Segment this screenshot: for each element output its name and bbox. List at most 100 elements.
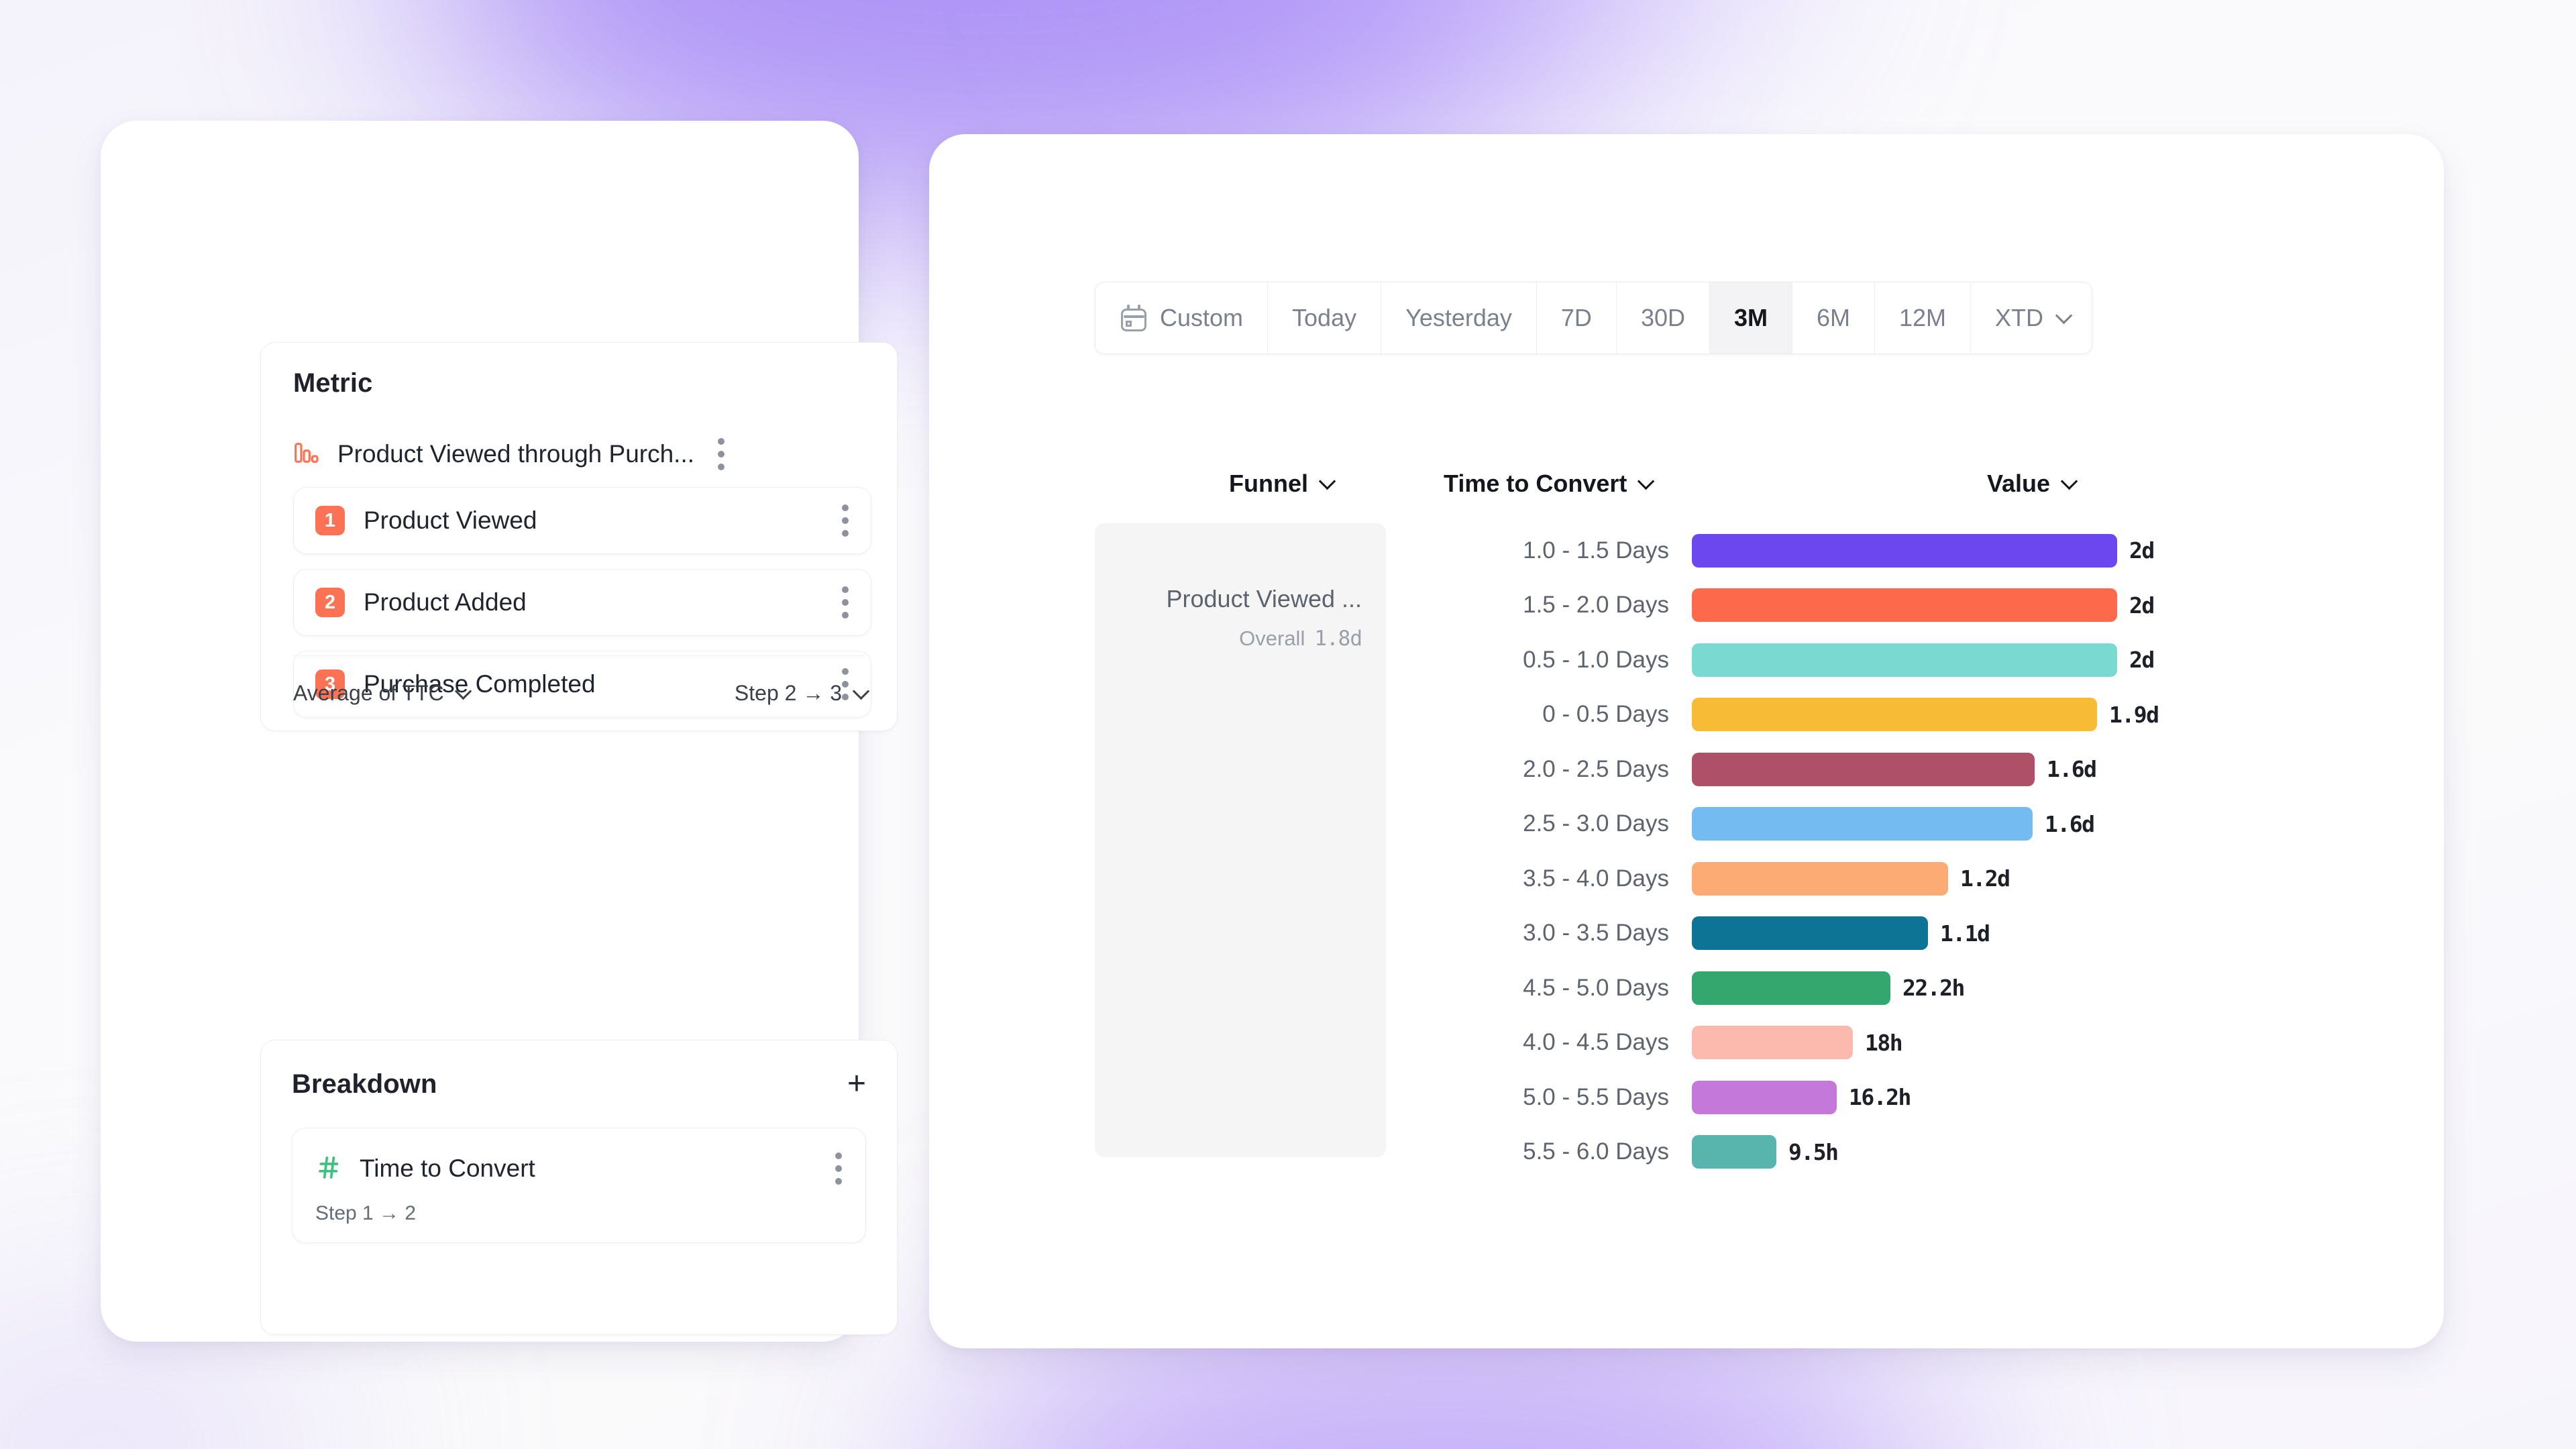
- range-option-yesterday[interactable]: Yesterday: [1381, 282, 1537, 354]
- aggregation-select[interactable]: Average of TTC: [293, 681, 472, 706]
- range-option-3m[interactable]: 3M: [1709, 282, 1792, 354]
- funnel-summary-overall: Overall 1.8d: [1095, 627, 1386, 651]
- bar-row[interactable]: 0.5 - 1.0 Days 2d: [1476, 633, 2435, 688]
- bar-value-label: 2d: [2129, 647, 2155, 674]
- step-label: Purchase Completed: [364, 670, 596, 698]
- funnel-step-row[interactable]: 3 Purchase Completed: [293, 651, 871, 718]
- chevron-down-icon: [1638, 472, 1655, 490]
- bar-fill: [1692, 643, 2117, 677]
- breakdown-title: Breakdown: [292, 1069, 437, 1099]
- range-option-today[interactable]: Today: [1268, 282, 1382, 354]
- bar-category-label: 3.5 - 4.0 Days: [1523, 865, 1669, 892]
- bar-track: 1.9d: [1692, 698, 2435, 732]
- range-option-label: 6M: [1817, 304, 1851, 331]
- bar-value-label: 1.1d: [1940, 920, 1990, 947]
- bar-category-label: 4.0 - 4.5 Days: [1523, 1029, 1669, 1056]
- bar-category-label: 5.5 - 6.0 Days: [1523, 1138, 1669, 1165]
- step-number-badge: 1: [315, 506, 345, 535]
- funnel-steps-list: 1 Product Viewed 2 Product Added 3 Purch…: [261, 487, 897, 718]
- bar-row[interactable]: 5.0 - 5.5 Days 16.2h: [1476, 1070, 2435, 1125]
- metric-kebab-menu-icon[interactable]: [712, 431, 731, 477]
- step-label: Product Viewed: [364, 506, 537, 534]
- column-header-value[interactable]: Value: [1987, 470, 2078, 498]
- bar-row[interactable]: 4.5 - 5.0 Days 22.2h: [1476, 961, 2435, 1016]
- bar-value-label: 9.5h: [1788, 1138, 1839, 1165]
- range-option-xtd[interactable]: XTD: [1971, 282, 2092, 354]
- bar-row[interactable]: 1.0 - 1.5 Days 2d: [1476, 523, 2435, 578]
- overall-label: Overall: [1239, 627, 1305, 650]
- funnel-step-row[interactable]: 1 Product Viewed: [293, 487, 871, 554]
- funnel-summary-name: Product Viewed ...: [1166, 585, 1362, 612]
- bar-track: 18h: [1692, 1026, 2435, 1060]
- overall-value: 1.8d: [1314, 627, 1362, 651]
- bar-row[interactable]: 2.5 - 3.0 Days 1.6d: [1476, 797, 2435, 852]
- metric-card-footer: Average of TTC Step 2 → 3: [293, 655, 870, 731]
- left-panel: Metric Product Viewed through Purch... 1…: [101, 121, 898, 1342]
- bar-row[interactable]: 0 - 0.5 Days 1.9d: [1476, 688, 2435, 743]
- bar-fill: [1692, 971, 1890, 1005]
- calendar-icon: [1120, 304, 1148, 332]
- bar-value-label: 18h: [1865, 1029, 1903, 1056]
- range-option-12m[interactable]: 12M: [1875, 282, 1972, 354]
- funnel-step-row[interactable]: 2 Product Added: [293, 569, 871, 636]
- bar-category-label: 1.0 - 1.5 Days: [1523, 537, 1669, 564]
- column-header-label: Value: [1987, 470, 2051, 497]
- bar-row[interactable]: 1.5 - 2.0 Days 2d: [1476, 578, 2435, 633]
- bar-fill: [1692, 1026, 1853, 1060]
- step-label: Product Added: [364, 588, 527, 616]
- range-option-30d[interactable]: 30D: [1617, 282, 1710, 354]
- bar-value-label: 16.2h: [1849, 1084, 1911, 1111]
- metric-card: Metric Product Viewed through Purch... 1…: [260, 342, 898, 731]
- bar-category-label: 1.5 - 2.0 Days: [1523, 592, 1669, 619]
- chevron-down-icon: [2060, 472, 2078, 490]
- metric-definition-row[interactable]: Product Viewed through Purch...: [261, 429, 897, 479]
- range-option-label: 3M: [1733, 304, 1768, 331]
- bar-value-label: 1.6d: [2047, 756, 2097, 783]
- range-option-label: 30D: [1640, 304, 1685, 331]
- bar-row[interactable]: 3.5 - 4.0 Days 1.2d: [1476, 851, 2435, 906]
- plus-icon[interactable]: +: [847, 1066, 866, 1102]
- range-option-7d[interactable]: 7D: [1537, 282, 1617, 354]
- breakdown-item-subtitle: Step 1 → 2: [315, 1202, 417, 1224]
- bar-value-label: 1.6d: [2045, 810, 2095, 837]
- range-option-custom[interactable]: Custom: [1095, 282, 1269, 354]
- bar-category-label: 0.5 - 1.0 Days: [1523, 646, 1669, 673]
- bar-track: 1.6d: [1692, 752, 2435, 786]
- range-option-6m[interactable]: 6M: [1792, 282, 1876, 354]
- step-kebab-menu-icon[interactable]: [836, 498, 855, 543]
- hash-icon: [315, 1154, 342, 1184]
- bar-row[interactable]: 5.5 - 6.0 Days 9.5h: [1476, 1125, 2435, 1180]
- bar-category-label: 2.0 - 2.5 Days: [1523, 755, 1669, 782]
- column-header-time-to-convert[interactable]: Time to Convert: [1444, 470, 1655, 498]
- metric-name: Product Viewed through Purch...: [337, 440, 695, 468]
- bar-track: 22.2h: [1692, 971, 2435, 1005]
- bar-value-label: 2d: [2129, 592, 2155, 619]
- column-header-label: Time to Convert: [1444, 470, 1627, 497]
- bar-value-label: 22.2h: [1902, 975, 1965, 1002]
- bar-track: 2d: [1692, 643, 2435, 677]
- bar-track: 1.1d: [1692, 916, 2435, 951]
- aggregation-label: Average of TTC: [293, 681, 444, 705]
- column-header-funnel[interactable]: Funnel: [1229, 470, 1336, 498]
- step-range-select[interactable]: Step 2 → 3: [734, 681, 870, 706]
- bar-fill: [1692, 861, 1948, 896]
- breakdown-item[interactable]: Time to Convert Step 1 → 2: [292, 1128, 866, 1243]
- bar-fill: [1692, 1080, 1837, 1114]
- bar-row[interactable]: 3.0 - 3.5 Days 1.1d: [1476, 906, 2435, 961]
- step-kebab-menu-icon[interactable]: [836, 580, 855, 625]
- step-kebab-menu-icon[interactable]: [836, 661, 855, 707]
- bar-track: 9.5h: [1692, 1135, 2435, 1169]
- step-number-badge: 3: [315, 669, 345, 699]
- range-option-label: Today: [1292, 304, 1357, 331]
- chart-column-headers: Funnel Time to Convert Value: [1095, 470, 2396, 510]
- funnel-summary-tile[interactable]: Product Viewed ... Overall 1.8d: [1095, 523, 1386, 1157]
- range-option-label: Yesterday: [1405, 304, 1512, 331]
- bar-chart: 1.0 - 1.5 Days 2d 1.5 - 2.0 Days 2d 0.5 - 1.…: [1476, 523, 2435, 1179]
- breakdown-kebab-menu-icon[interactable]: [829, 1146, 848, 1191]
- step-range-label: Step 2 → 3: [734, 681, 842, 705]
- step-number-badge: 2: [315, 588, 345, 617]
- bar-row[interactable]: 2.0 - 2.5 Days 1.6d: [1476, 742, 2435, 797]
- date-range-toolbar: Custom Today Yesterday 7D 30D 3M 6M 12M …: [1095, 282, 2093, 354]
- bar-row[interactable]: 4.0 - 4.5 Days 18h: [1476, 1016, 2435, 1071]
- range-option-label: 7D: [1560, 304, 1592, 331]
